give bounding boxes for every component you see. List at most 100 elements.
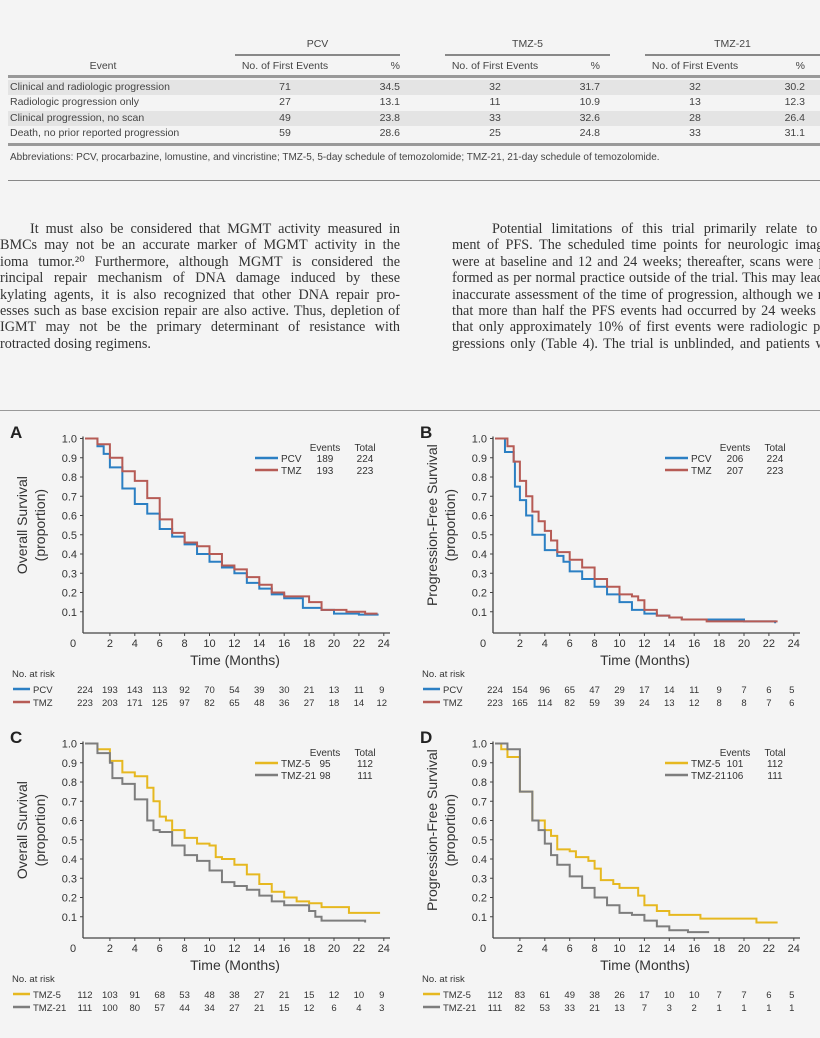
- table-cell: 24.8: [579, 126, 600, 139]
- group-header-tmz21: TMZ-21: [714, 38, 751, 50]
- risk-count: 21: [254, 1003, 265, 1014]
- x-tick-label: 16: [688, 943, 700, 955]
- risk-count: 59: [589, 698, 600, 709]
- risk-count: 39: [254, 685, 265, 696]
- risk-count: 26: [614, 990, 625, 1001]
- legend-header-total: Total: [764, 748, 785, 759]
- risk-series-label: TMZ-21: [443, 1003, 476, 1014]
- risk-count: 48: [204, 990, 215, 1001]
- km-curve-tmz-21: [495, 742, 710, 934]
- risk-count: 143: [127, 685, 143, 696]
- risk-table-label: No. at risk: [422, 669, 465, 680]
- legend-label: TMZ-21: [281, 771, 316, 782]
- row-shading: [8, 110, 820, 126]
- x-tick-label: 12: [228, 638, 240, 650]
- y-tick-label: 0.8: [62, 472, 77, 484]
- table-cell: 32.6: [579, 111, 600, 124]
- x-tick-label: 14: [663, 943, 675, 955]
- y-tick-label: 0.4: [62, 854, 77, 866]
- risk-count: 92: [179, 685, 190, 696]
- risk-count: 4: [356, 1003, 361, 1014]
- x-tick-label: 6: [567, 943, 573, 955]
- risk-count: 82: [564, 698, 575, 709]
- x-tick-label: 20: [328, 638, 340, 650]
- risk-count: 27: [254, 990, 265, 1001]
- x-tick-label: 22: [353, 943, 365, 955]
- risk-series-label: PCV: [443, 685, 463, 696]
- legend-total: 111: [357, 771, 373, 782]
- x-tick-label: 2: [517, 638, 523, 650]
- risk-count: 114: [537, 698, 552, 709]
- risk-count: 9: [379, 685, 384, 696]
- text-line: that more than half the PFS events had o…: [452, 302, 820, 319]
- legend-events: 98: [319, 771, 331, 782]
- risk-count: 68: [154, 990, 165, 1001]
- chart-panel-b: B0.10.20.30.40.50.60.70.80.91.00 2 4 6 8 10 12…: [420, 423, 800, 709]
- table-cell: 32: [689, 81, 701, 93]
- legend-events: 101: [727, 759, 744, 770]
- sub-header: %: [390, 60, 400, 72]
- y-tick-label: 0.6: [62, 511, 77, 523]
- x-tick-label: 18: [303, 943, 315, 955]
- table-cell: 10.9: [579, 96, 600, 109]
- risk-series-label: TMZ-5: [33, 990, 61, 1001]
- chart-panel-d: D0.10.20.30.40.50.60.70.80.91.00 2 4 6 8 10 12…: [420, 728, 800, 1014]
- risk-count: 47: [589, 685, 600, 696]
- y-tick-label: 0.2: [62, 893, 77, 905]
- risk-count: 224: [487, 685, 503, 696]
- x-tick-label: 0: [70, 638, 76, 650]
- x-tick-label: 14: [253, 943, 265, 955]
- x-tick-label: 12: [638, 638, 650, 650]
- table-cell: 59: [279, 126, 291, 139]
- text-line: were at baseline and 12 and 24 weeks; th…: [452, 253, 820, 270]
- risk-count: 53: [179, 990, 190, 1001]
- risk-count: 12: [377, 698, 388, 709]
- x-tick-label: 10: [613, 638, 625, 650]
- table-cell: 23.8: [379, 111, 400, 124]
- risk-count: 21: [304, 685, 315, 696]
- risk-count: 65: [229, 698, 240, 709]
- risk-count: 111: [78, 1003, 92, 1014]
- table-row-event: Death, no prior reported progression: [10, 126, 180, 139]
- text-line: that only approximately 10% of first eve…: [452, 319, 820, 336]
- risk-count: 193: [102, 685, 118, 696]
- risk-series-label: PCV: [33, 685, 53, 696]
- risk-count: 11: [689, 685, 699, 696]
- risk-series-label: TMZ-21: [33, 1003, 66, 1014]
- risk-count: 18: [329, 698, 340, 709]
- table-footnote: Abbreviations: PCV, procarbazine, lomust…: [10, 152, 660, 163]
- x-tick-label: 0: [70, 943, 76, 955]
- risk-count: 3: [667, 1003, 672, 1014]
- risk-count: 7: [642, 1003, 647, 1014]
- risk-count: 21: [589, 1003, 600, 1014]
- table-cell: 33: [689, 126, 701, 139]
- x-tick-label: 18: [713, 638, 725, 650]
- x-axis-title: Time (Months): [190, 957, 280, 973]
- risk-count: 10: [689, 990, 700, 1001]
- risk-count: 14: [354, 698, 365, 709]
- y-tick-label: 0.5: [472, 835, 487, 847]
- x-axis-title: Time (Months): [600, 652, 690, 668]
- y-tick-label: 0.1: [472, 607, 487, 619]
- y-tick-label: 0.6: [62, 816, 77, 828]
- table-cell: 28: [689, 111, 701, 124]
- risk-count: 12: [689, 698, 700, 709]
- legend-events: 95: [319, 759, 331, 770]
- risk-count: 11: [354, 685, 364, 696]
- chart-panel-c: C0.10.20.30.40.50.60.70.80.91.00 2 4 6 8 10 12…: [10, 728, 390, 1014]
- risk-count: 13: [664, 698, 675, 709]
- x-tick-label: 6: [567, 638, 573, 650]
- risk-count: 27: [304, 698, 315, 709]
- y-tick-label: 0.2: [472, 893, 487, 905]
- y-axis-title: (proportion): [442, 489, 458, 561]
- legend-total: 224: [357, 454, 374, 465]
- km-curve-tmz: [85, 437, 378, 615]
- risk-count: 48: [254, 698, 265, 709]
- legend-label: TMZ-21: [691, 771, 726, 782]
- risk-count: 49: [564, 990, 575, 1001]
- y-tick-label: 0.1: [472, 912, 487, 924]
- risk-count: 171: [127, 698, 143, 709]
- y-axis-title: Overall Survival: [14, 781, 30, 879]
- risk-count: 6: [789, 698, 794, 709]
